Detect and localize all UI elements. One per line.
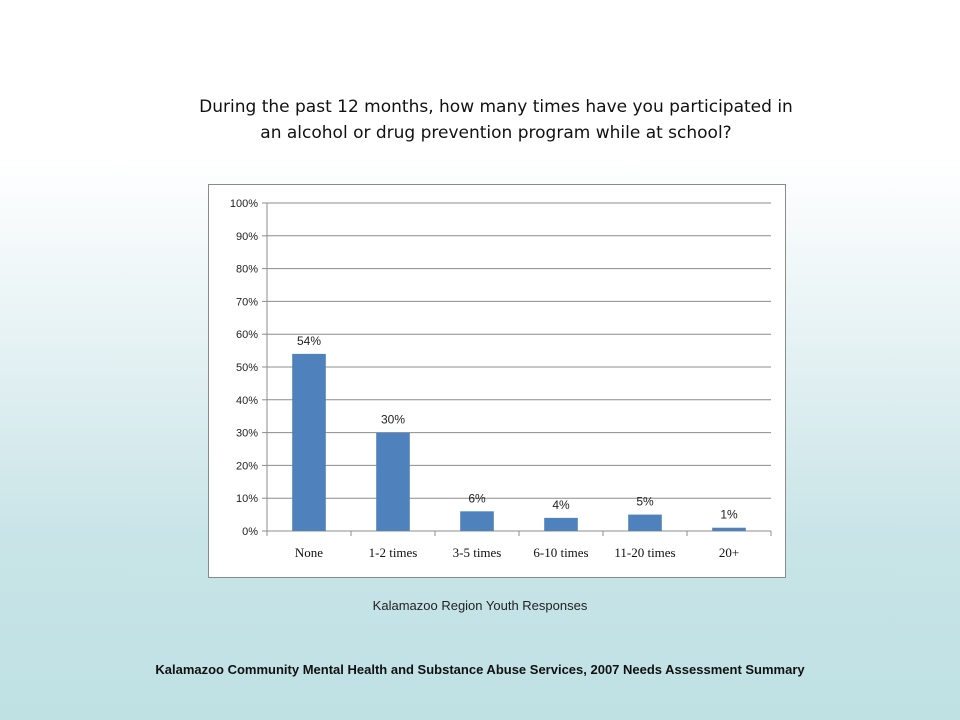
- y-tick-label: 20%: [236, 460, 258, 472]
- bar: [712, 527, 746, 531]
- chart-caption: Kalamazoo Region Youth Responses: [372, 598, 588, 613]
- x-category-label: 20+: [719, 545, 739, 560]
- y-tick-label: 50%: [236, 362, 258, 374]
- bar: [460, 511, 494, 531]
- y-tick-label: 90%: [236, 231, 258, 243]
- y-tick-label: 60%: [236, 329, 258, 341]
- bar: [628, 514, 662, 531]
- x-category-label: None: [295, 545, 323, 560]
- x-category-label: 6-10 times: [533, 545, 588, 560]
- chart-title-line-2: an alcohol or drug prevention program wh…: [260, 123, 732, 143]
- bar: [544, 517, 578, 531]
- x-category-label: 3-5 times: [453, 545, 502, 560]
- data-label: 54%: [297, 334, 321, 348]
- data-label: 30%: [381, 413, 405, 427]
- x-category-label: 1-2 times: [369, 545, 418, 560]
- data-label: 4%: [552, 498, 570, 512]
- data-label: 1%: [720, 508, 738, 522]
- source-footer: Kalamazoo Community Mental Health and Su…: [155, 662, 805, 677]
- chart-title-line-1: During the past 12 months, how many time…: [199, 97, 793, 117]
- bar: [292, 353, 326, 531]
- chart-title: During the past 12 months, how many time…: [120, 94, 872, 146]
- y-tick-label: 70%: [236, 296, 258, 308]
- chart-canvas: 0% 10% 20% 30% 40% 50% 60% 70% 80% 90% 100% 54% None…: [230, 198, 772, 560]
- bar-chart: 0% 10% 20% 30% 40% 50% 60% 70% 80% 90% 100% 54% None…: [208, 184, 786, 578]
- bar: [376, 432, 410, 531]
- y-tick-label: 80%: [236, 264, 258, 276]
- y-tick-label: 0%: [242, 526, 258, 538]
- y-tick-label: 100%: [230, 198, 258, 210]
- y-tick-label: 10%: [236, 493, 258, 505]
- y-tick-label: 30%: [236, 428, 258, 440]
- y-tick-label: 40%: [236, 395, 258, 407]
- data-label: 5%: [636, 495, 654, 509]
- data-label: 6%: [468, 491, 486, 505]
- x-category-label: 11-20 times: [614, 545, 675, 560]
